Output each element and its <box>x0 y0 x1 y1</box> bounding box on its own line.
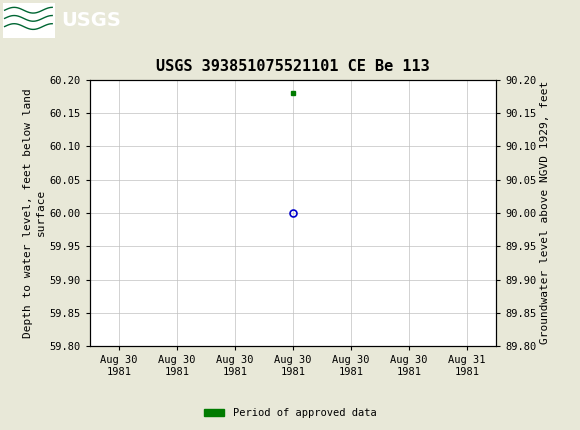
Y-axis label: Groundwater level above NGVD 1929, feet: Groundwater level above NGVD 1929, feet <box>541 81 550 344</box>
Text: USGS: USGS <box>61 11 121 30</box>
Title: USGS 393851075521101 CE Be 113: USGS 393851075521101 CE Be 113 <box>156 59 430 74</box>
Y-axis label: Depth to water level, feet below land
surface: Depth to water level, feet below land su… <box>23 88 45 338</box>
Legend: Period of approved data: Period of approved data <box>200 404 380 423</box>
Bar <box>3 3 55 37</box>
